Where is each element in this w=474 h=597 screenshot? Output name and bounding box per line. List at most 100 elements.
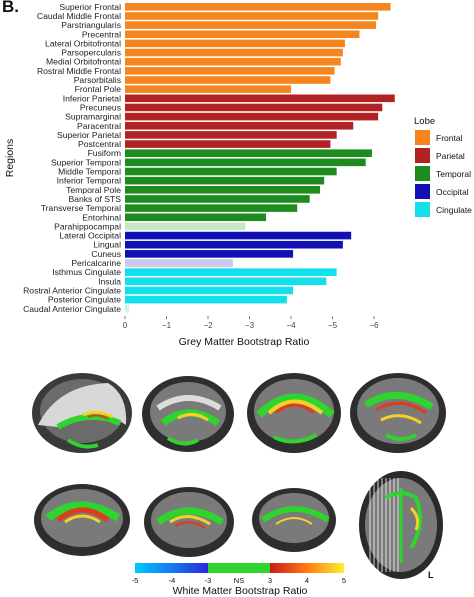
brain-slice-sagittal-2 (142, 376, 234, 452)
bar-insula (125, 277, 327, 286)
y-tick-label: Posterior Cingulate (48, 295, 121, 305)
legend-title: Lobe (414, 116, 435, 127)
bar-temporal-pole (125, 186, 321, 194)
y-tick-label: Parahippocampal (54, 221, 121, 231)
bar-lateral-occipital (125, 231, 352, 240)
legend-label-parietal: Parietal (436, 151, 465, 161)
colorbar-tick-label: -3 (205, 576, 212, 585)
bar-parahippocampal (125, 222, 246, 231)
y-tick-label: Middle Temporal (58, 167, 121, 177)
bar-middle-temporal (125, 167, 337, 176)
y-tick-label: Precuneus (80, 102, 121, 112)
colorbar-tick-label: 3 (268, 576, 272, 585)
colorbar-tick-label: 5 (342, 576, 346, 585)
legend-swatch-occipital (415, 184, 430, 199)
y-tick-label: Superior Frontal (59, 2, 121, 12)
bar-parstriangularis (125, 21, 377, 29)
bar-rostral-middle-frontal (125, 67, 335, 75)
legend-swatch-cingulate (415, 202, 430, 217)
bar-paracentral (125, 121, 354, 130)
bar-supramarginal (125, 112, 379, 121)
y-tick-label: Parsopercularis (61, 48, 121, 58)
x-tick-label: −1 (162, 321, 172, 330)
x-tick-label: −5 (328, 321, 338, 330)
bar-rostral-anterior-cingulate (125, 286, 294, 295)
bar-caudal-anterior-cingulate (125, 304, 130, 313)
x-axis: 0 −1 −2 −3 −4 −5 −6 (123, 316, 379, 330)
bar-isthmus-cingulate (125, 268, 337, 276)
y-tick-label: Isthmus Cingulate (52, 267, 121, 277)
y-tick-label: Transverse Temporal (41, 203, 121, 213)
brain-slice-sagittal-6 (144, 487, 234, 557)
y-tick-label: Lateral Orbitofrontal (45, 38, 121, 48)
x-axis-title: Grey Matter Bootstrap Ratio (179, 336, 310, 348)
y-tick-label: Inferior Parietal (63, 93, 121, 103)
brain-slice-sagittal-7 (252, 488, 336, 552)
panel-label: B. (2, 0, 19, 16)
y-tick-label: Superior Parietal (57, 130, 121, 140)
legend-swatch-frontal (415, 130, 430, 145)
bar-superior-parietal (125, 131, 337, 139)
colorbar-negative (135, 563, 208, 573)
colorbar-tick-label: NS (234, 576, 244, 585)
brain-slice-sagittal-5 (34, 484, 130, 556)
y-tick-label: Caudal Anterior Cingulate (23, 304, 121, 314)
brain-slice-sagittal-4 (350, 373, 446, 453)
y-tick-label: Lingual (93, 240, 121, 250)
y-tick-label: Superior Temporal (51, 157, 121, 167)
y-tick-label: Rostral Middle Frontal (37, 66, 121, 76)
bar-precentral (125, 30, 360, 39)
y-tick-label: Parstriangularis (61, 20, 121, 30)
y-tick-label: Inferior Temporal (57, 176, 121, 186)
colorbar-tick-label: -4 (169, 576, 176, 585)
colorbar-title: White Matter Bootstrap Ratio (173, 585, 308, 597)
y-tick-label: Cuneus (91, 249, 121, 259)
bar-lateral-orbitofrontal (125, 39, 345, 48)
bar-medial-orbitofrontal (125, 57, 341, 66)
brain-images-panel: L -5 -4 -3 NS 3 4 5 White Matter Bootstrap Rat… (0, 360, 474, 597)
x-tick-label: −3 (245, 321, 255, 330)
y-tick-label: Parsorbitalis (74, 75, 121, 85)
bar-superior-frontal (125, 3, 391, 11)
x-tick-label: −4 (286, 321, 296, 330)
y-tick-label: Entorhinal (82, 212, 121, 222)
bar-inferior-parietal (125, 94, 395, 103)
bar-frontal-pole (125, 85, 291, 93)
bar-inferior-temporal (125, 176, 325, 185)
legend-swatch-temporal (415, 166, 430, 181)
y-tick-label: Frontal Pole (75, 84, 122, 94)
x-tick-label: −2 (203, 321, 213, 330)
y-tick-label: Caudal Middle Frontal (37, 11, 121, 21)
bar-fusiform (125, 149, 372, 157)
y-tick-label: Medial Orbitofrontal (46, 57, 121, 67)
legend-label-occipital: Occipital (436, 187, 469, 197)
y-tick-label: Supramarginal (65, 112, 121, 122)
y-tick-label: Rostral Anterior Cingulate (23, 285, 121, 295)
bar-superior-temporal (125, 158, 366, 167)
bar-posterior-cingulate (125, 295, 287, 304)
bar-parsorbitalis (125, 76, 331, 84)
bar-lingual (125, 240, 343, 249)
legend-label-cingulate: Cingulate (436, 205, 472, 215)
brain-slice-axial: L (359, 471, 443, 580)
bar-entorhinal (125, 213, 267, 222)
y-tick-label: Fusiform (88, 148, 121, 158)
bar-postcentral (125, 140, 331, 148)
y-tick-label: Paracentral (77, 121, 121, 131)
bar-precuneus (125, 103, 383, 112)
bar-transverse-temporal (125, 204, 298, 212)
brain-slice-sagittal-1 (28, 365, 136, 465)
colorbar-positive (270, 563, 344, 573)
y-tick-label: Precentral (82, 29, 121, 39)
colorbar: -5 -4 -3 NS 3 4 5 White Matter Bootstrap Ratio (132, 563, 346, 597)
y-tick-label: Insula (98, 276, 121, 286)
x-tick-label: −6 (369, 321, 379, 330)
bars-layer (125, 3, 395, 313)
brain-slice-sagittal-3 (247, 373, 341, 453)
colorbar-tick-label: -5 (132, 576, 139, 585)
bar-cuneus (125, 250, 294, 258)
legend: Lobe Frontal Parietal Temporal Occipital Cin… (414, 116, 472, 217)
y-axis-title: Regions (4, 139, 16, 178)
